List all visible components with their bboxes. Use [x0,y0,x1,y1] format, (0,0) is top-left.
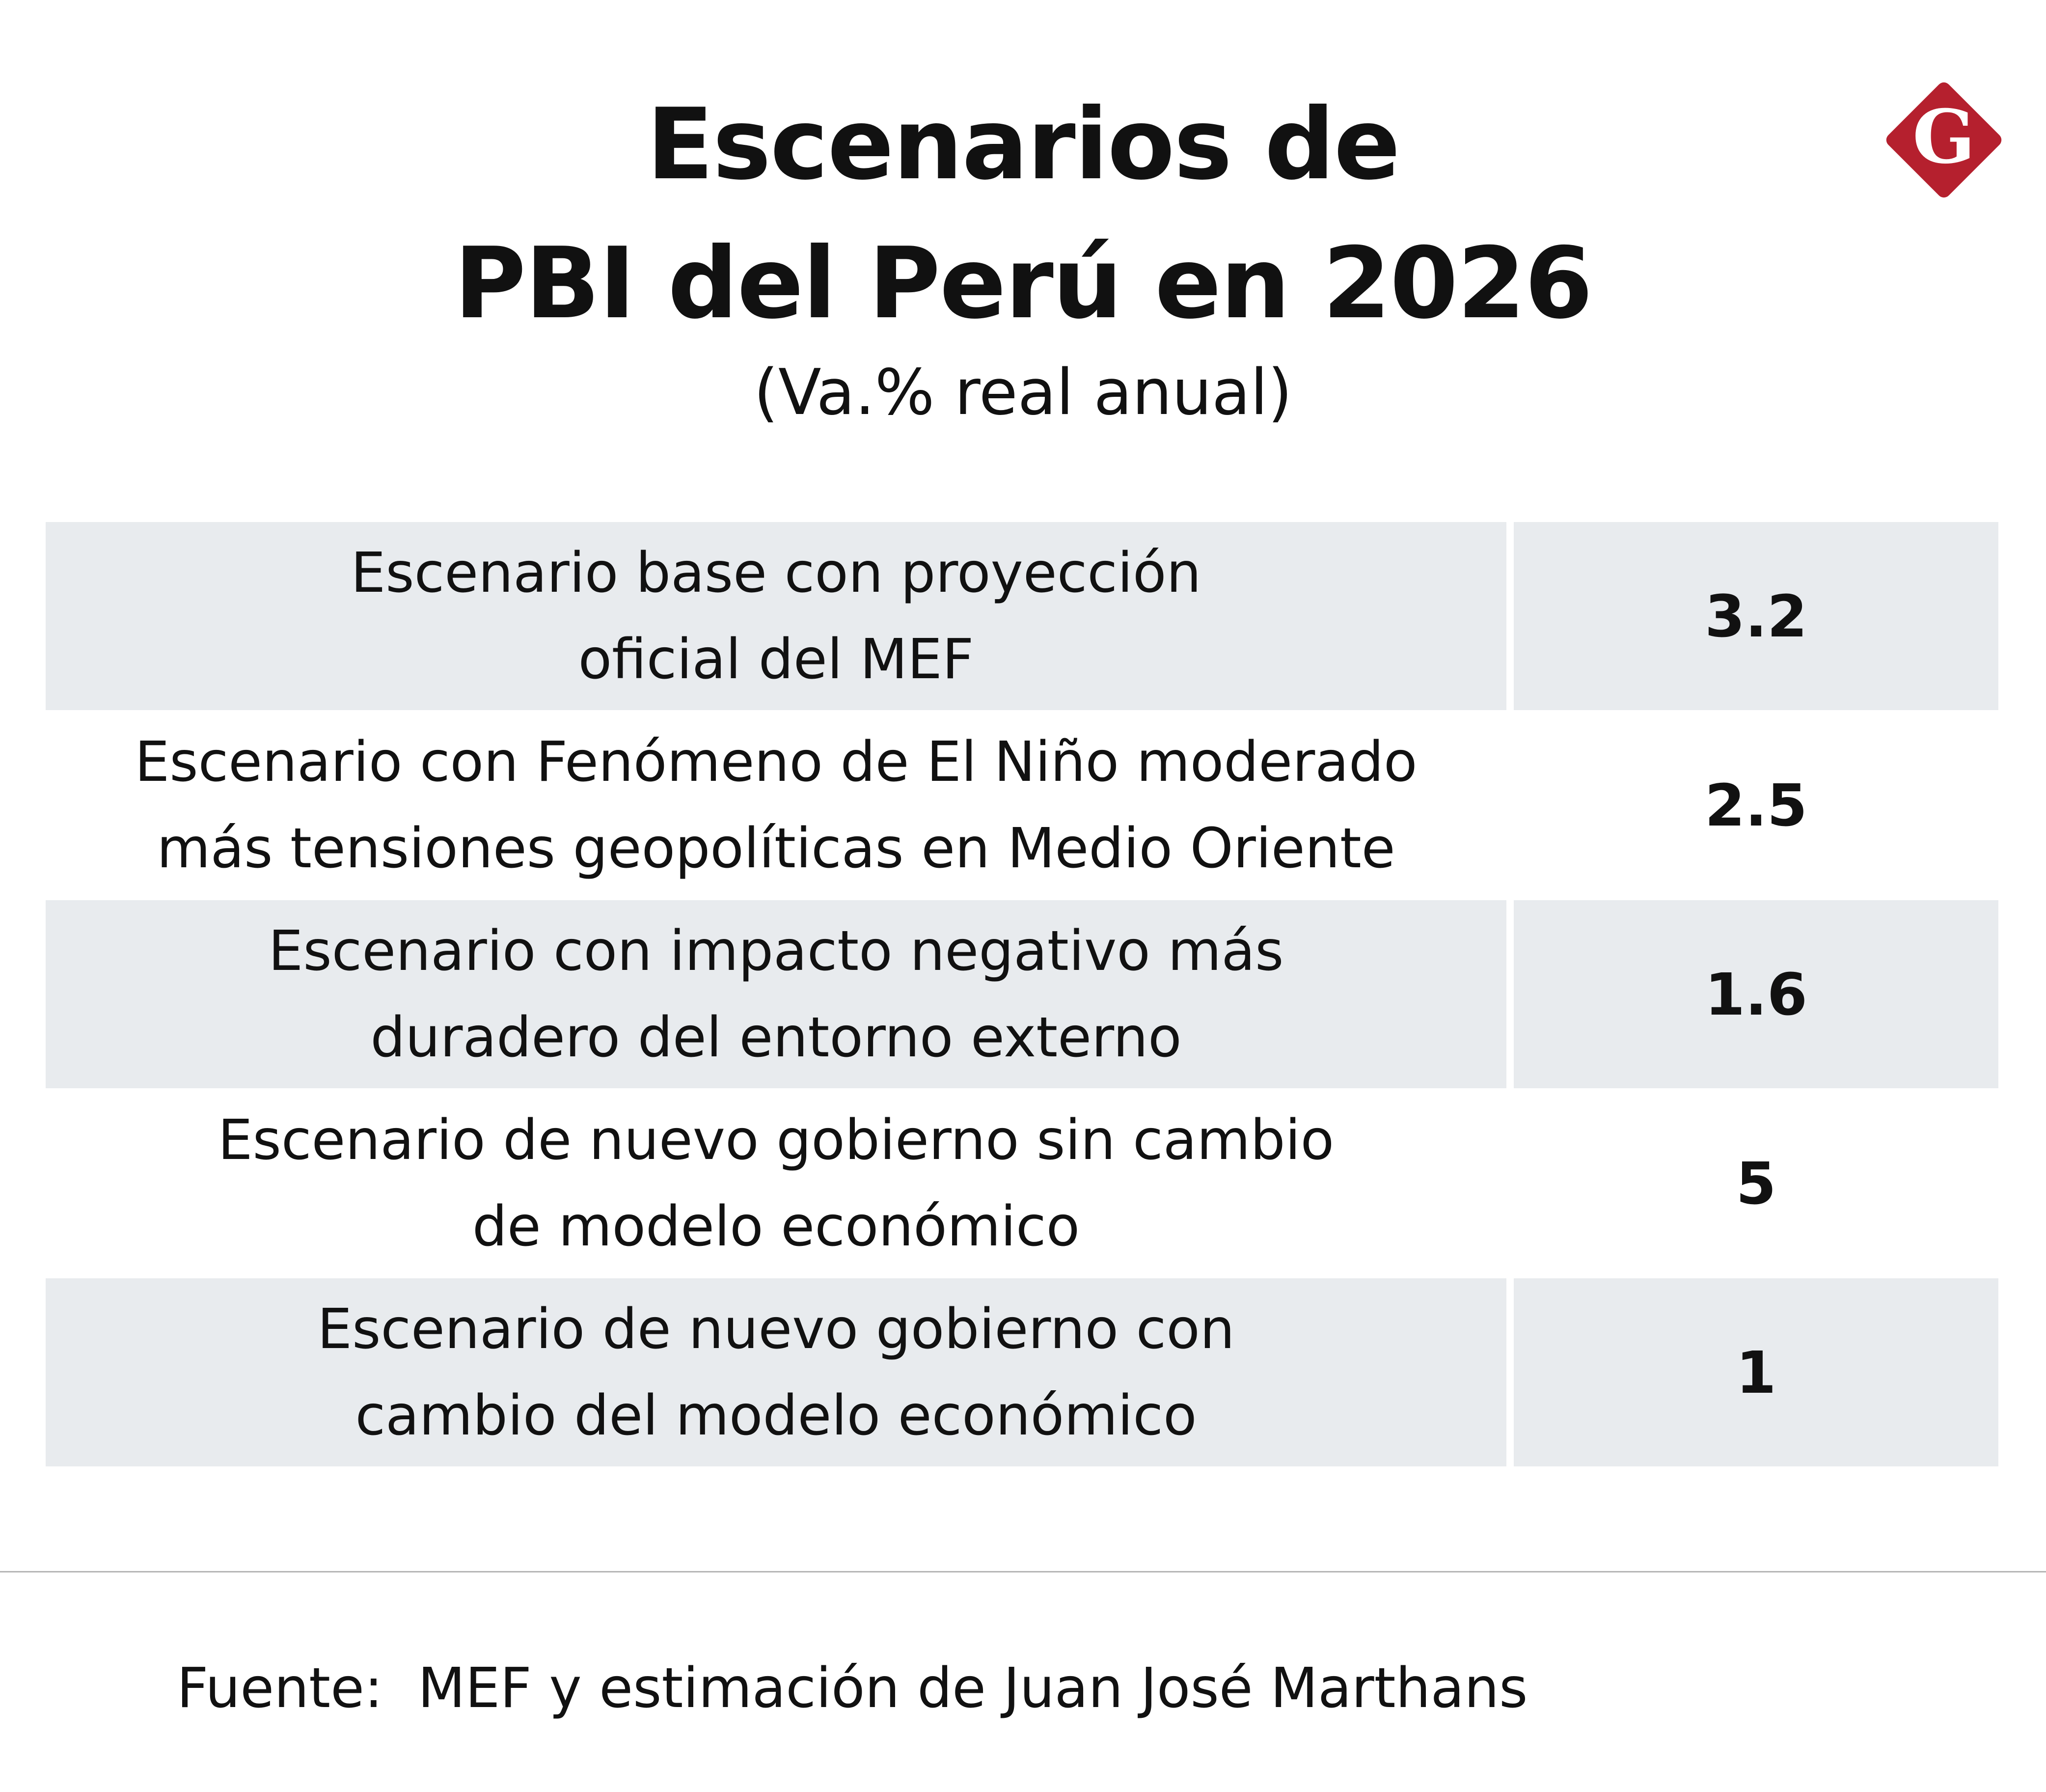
table-row: Escenario base con proyección oficial del… [46,522,1998,710]
logo-diamond [1886,82,2002,198]
scenario-value: 2.5 [1704,771,1808,839]
scenario-label-line: duradero del entorno externo [370,1005,1182,1070]
logo-letter: G [1912,94,1975,180]
scenario-label: Escenario de nuevo gobierno con cambio de… [46,1278,1506,1466]
table-row: Escenario de nuevo gobierno sin cambio de… [46,1089,1998,1277]
scenario-label-line: más tensiones geopolíticas en Medio Orie… [157,816,1395,881]
scenario-value: 1 [1514,1278,1998,1466]
scenario-label-line: cambio del modelo económico [355,1383,1197,1448]
scenario-value: 5 [1736,1149,1776,1217]
scenario-label-line: oficial del MEF [578,627,974,691]
title-line-2: PBI del Perú en 2026 [454,226,1593,341]
scenario-label: Escenario con impacto negativo más durade… [46,900,1506,1088]
divider [0,1571,2046,1572]
scenario-value: 1.6 [1514,900,1998,1088]
table-row: Escenario con Fenómeno de El Niño modera… [46,711,1998,899]
subtitle: (Va.% real anual) [754,356,1292,429]
scenario-label: Escenario base con proyección oficial del… [46,522,1506,710]
scenario-label: Escenario con Fenómeno de El Niño modera… [46,711,1506,899]
table-row: Escenario de nuevo gobierno con cambio de… [46,1278,1998,1466]
source-note: Fuente: MEF y estimación de Juan José Ma… [177,1656,1528,1720]
scenario-label-line: Escenario base con proyección [351,541,1201,605]
title-line-1: Escenarios de [646,87,1400,202]
scenario-label-line: Escenario con impacto negativo más [268,919,1284,983]
scenario-value: 3.2 [1514,522,1998,710]
scenario-label-line: Escenario de nuevo gobierno con [317,1297,1235,1361]
g-diamond-logo-icon: G [1886,82,2002,198]
scenario-label-line: de modelo económico [472,1194,1080,1259]
scenario-label: Escenario de nuevo gobierno sin cambio de… [46,1089,1506,1277]
scenario-label-line: Escenario de nuevo gobierno sin cambio [218,1108,1335,1172]
table-row: Escenario con impacto negativo más durade… [46,900,1998,1088]
scenario-label-line: Escenario con Fenómeno de El Niño modera… [135,730,1418,794]
